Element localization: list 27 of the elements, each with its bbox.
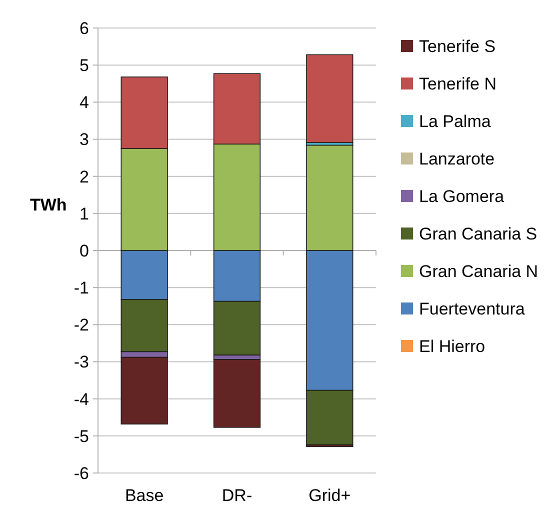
x-tick-label: DR- xyxy=(222,486,252,505)
legend-label: El Hierro xyxy=(419,336,486,356)
y-tick-label: -6 xyxy=(74,464,89,483)
legend-label: Gran Canaria S xyxy=(419,224,538,244)
legend-label: Tenerife S xyxy=(419,36,496,56)
legend-label: Gran Canaria N xyxy=(419,262,538,281)
y-tick-label: 5 xyxy=(80,56,89,76)
legend-label: Lanzarote xyxy=(419,149,495,168)
y-tick-label: -5 xyxy=(74,426,89,446)
y-tick-label: 0 xyxy=(80,241,89,260)
bar xyxy=(306,54,354,143)
y-tick-label: 6 xyxy=(80,18,89,38)
legend-label: La Gomera xyxy=(419,186,505,206)
y-tick-label: 1 xyxy=(80,204,89,224)
y-tick-label: 3 xyxy=(80,130,89,150)
x-tick-label: Base xyxy=(124,486,164,505)
legend-label: La Palma xyxy=(419,112,492,131)
y-tick-label: -4 xyxy=(74,390,89,409)
x-tick-label: Grid+ xyxy=(308,486,351,505)
y-tick-label: -3 xyxy=(74,352,89,372)
y-axis-title: TWh xyxy=(30,196,67,214)
y-tick-label: 4 xyxy=(80,93,89,112)
legend-label: Fuerteventura xyxy=(419,299,526,318)
y-tick-label: 2 xyxy=(80,167,89,186)
y-tick-label: -1 xyxy=(74,278,89,298)
y-tick-label: -2 xyxy=(74,316,89,335)
legend-label: Tenerife N xyxy=(419,74,496,94)
